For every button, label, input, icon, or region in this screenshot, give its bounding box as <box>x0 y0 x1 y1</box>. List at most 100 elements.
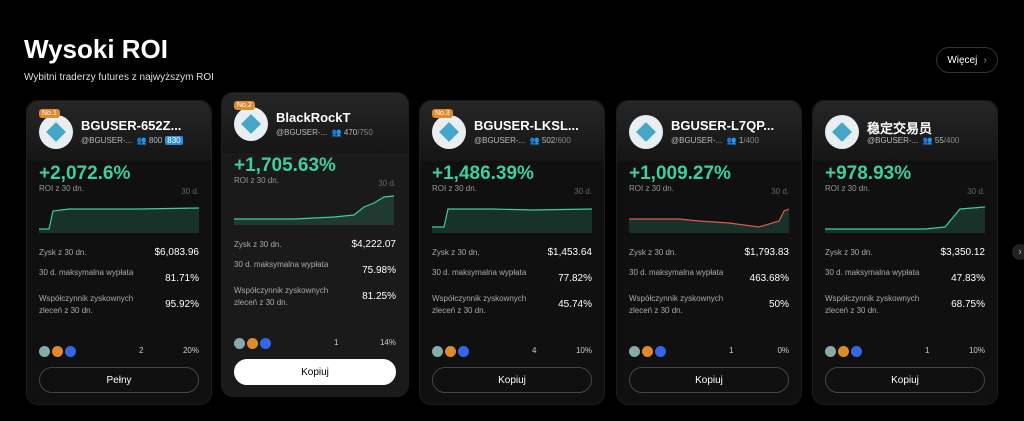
trader-name: 稳定交易员 <box>867 121 933 136</box>
copy-button[interactable]: Kopiuj <box>234 359 396 385</box>
stat-value: 95.92% <box>165 299 199 310</box>
followers: 55 <box>934 136 944 145</box>
handle-row: @BGUSER-... 👥 470/750 <box>276 128 373 137</box>
stat-label: 30 d. maksymalna wypłata <box>39 268 134 277</box>
avatar <box>39 115 73 149</box>
avatar <box>234 107 268 141</box>
roi: +1,486.39% <box>432 163 534 184</box>
stat-value: 81.25% <box>362 291 396 302</box>
share: 14% <box>379 338 396 347</box>
period: 30 d. <box>574 187 592 196</box>
capacity: 830 <box>165 136 183 145</box>
period: 30 d. <box>967 187 985 196</box>
stat-label: 30 d. maksymalna wypłata <box>629 268 724 277</box>
roi: +1,705.63% <box>234 155 336 176</box>
button-label: Kopiuj <box>301 366 329 378</box>
copy-button[interactable]: Kopiuj <box>629 367 789 393</box>
trader-card[interactable]: BGUSER-L7QP... @BGUSER-... 👥 1/400 +1,009.… <box>616 100 802 405</box>
stat-value: 463.68% <box>749 273 789 284</box>
sparkline <box>629 208 790 233</box>
coin-icon <box>458 346 469 357</box>
copiers: 1 <box>729 346 734 355</box>
share: 10% <box>968 346 985 355</box>
stat-label: Zysk z 30 dn. <box>234 240 282 249</box>
more-button[interactable]: Więcej › <box>936 47 998 73</box>
sparkline <box>234 195 395 225</box>
roi: +2,072.6% <box>39 163 131 184</box>
stat-value: 68.75% <box>951 299 985 310</box>
coin-icon <box>851 346 862 357</box>
stat-label: 30 d. maksymalna wypłata <box>825 268 920 277</box>
coin-icon <box>642 346 653 357</box>
coin-icon <box>825 346 836 357</box>
roi-label: ROI z 30 dn. <box>432 184 477 193</box>
capacity: /750 <box>357 128 373 137</box>
copiers: 1 <box>334 338 339 347</box>
stat-label: Zysk z 30 dn. <box>432 248 480 257</box>
stat-value: 81.71% <box>165 273 199 284</box>
button-label: Kopiuj <box>695 374 723 386</box>
spacer: 👥 <box>918 136 935 145</box>
copiers: 2 <box>139 346 144 355</box>
avatar <box>825 115 859 149</box>
avatar <box>629 115 663 149</box>
trader-card[interactable]: No.3 BGUSER-LKSL... @BGUSER-... 👥 502/600 +… <box>419 100 605 405</box>
stat-label: Współczynnik zyskownych zleceń z 30 dn. <box>234 286 329 307</box>
handle-row: @BGUSER-... 👥 1/400 <box>671 136 759 145</box>
period: 30 d. <box>771 187 789 196</box>
stat-label: Zysk z 30 dn. <box>825 248 873 257</box>
stat-label: Współczynnik zyskownych zleceń z 30 dn. <box>39 294 134 315</box>
stat-label: Współczynnik zyskownych zleceń z 30 dn. <box>629 294 724 315</box>
handle-row: @BGUSER-... 👥 502/600 <box>474 136 571 145</box>
trader-name: BlackRockT <box>276 110 351 125</box>
handle-row: @BGUSER-... 👥 800 830 <box>81 136 183 145</box>
stat-value: $6,083.96 <box>154 247 200 258</box>
subtitle: Wybitni traderzy futures z najwyższym RO… <box>24 72 214 83</box>
trader-name: BGUSER-L7QP... <box>671 118 775 133</box>
coin-icon <box>629 346 640 357</box>
copy-button[interactable]: Pełny <box>39 367 199 393</box>
copy-button[interactable]: Kopiuj <box>432 367 592 393</box>
trader-name: BGUSER-652Z... <box>81 118 182 133</box>
trader-card[interactable]: No.1 BGUSER-652Z... @BGUSER-... 👥 800 830 +2… <box>26 100 212 405</box>
handle: @BGUSER-... <box>474 136 526 145</box>
stat-value: $4,222.07 <box>351 239 397 250</box>
followers: 502 <box>541 136 556 145</box>
roi-label: ROI z 30 dn. <box>825 184 870 193</box>
period: 30 d. <box>181 187 199 196</box>
trader-name: BGUSER-LKSL... <box>474 118 579 133</box>
copiers: 4 <box>532 346 537 355</box>
coin-icon <box>432 346 443 357</box>
rank-badge: No.3 <box>432 109 453 118</box>
coin-icon <box>838 346 849 357</box>
coin-icon <box>52 346 63 357</box>
share: 20% <box>182 346 199 355</box>
next-arrow[interactable]: › <box>1012 244 1024 260</box>
stat-label: Współczynnik zyskownych zleceń z 30 dn. <box>432 294 527 315</box>
handle-row: @BGUSER-... 👥 55/400 <box>867 136 959 145</box>
roi-label: ROI z 30 dn. <box>629 184 674 193</box>
coin-icon <box>65 346 76 357</box>
button-label: Pełny <box>106 374 132 386</box>
followers: 800 <box>148 136 163 145</box>
coin-icon <box>234 338 245 349</box>
trader-card[interactable]: 稳定交易员 @BGUSER-... 👥 55/400 +978.93% ROI z 3… <box>812 100 998 405</box>
button-label: Kopiuj <box>498 374 526 386</box>
title: Wysoki ROI <box>24 34 169 64</box>
period: 30 d. <box>378 179 396 188</box>
coin-icon <box>247 338 258 349</box>
stat-label: Współczynnik zyskownych zleceń z 30 dn. <box>825 294 920 315</box>
roi-label: ROI z 30 dn. <box>39 184 84 193</box>
stat-label: 30 d. maksymalna wypłata <box>234 260 329 269</box>
trader-card[interactable]: No.2 BlackRockT @BGUSER-... 👥 470/750 +1,70… <box>221 92 409 397</box>
stat-label: 30 d. maksymalna wypłata <box>432 268 527 277</box>
sparkline <box>825 206 986 233</box>
button-label: Kopiuj <box>891 374 919 386</box>
handle: @BGUSER-... <box>671 136 723 145</box>
coin-icon <box>39 346 50 357</box>
coin-icon <box>445 346 456 357</box>
copy-button[interactable]: Kopiuj <box>825 367 985 393</box>
coin-icon <box>260 338 271 349</box>
roi: +1,009.27% <box>629 163 731 184</box>
